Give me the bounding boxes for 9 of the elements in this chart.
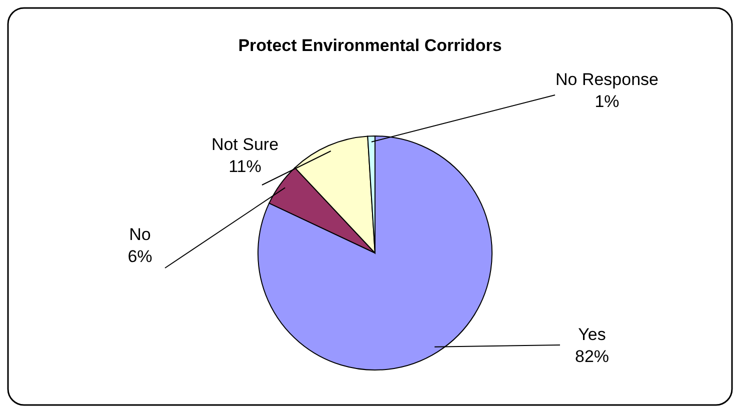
slice-label: Yes	[578, 325, 606, 344]
data-label: 6%	[128, 247, 152, 266]
data-label: 82%	[574, 347, 610, 366]
chart-title: Protect Environmental Corridors	[238, 36, 502, 55]
data-label: 1%	[594, 92, 620, 111]
slice-label: No	[129, 225, 151, 244]
slice-label: Not Sure	[211, 135, 279, 154]
slice-label: No Response	[555, 70, 659, 89]
data-label: 11%	[228, 157, 262, 176]
